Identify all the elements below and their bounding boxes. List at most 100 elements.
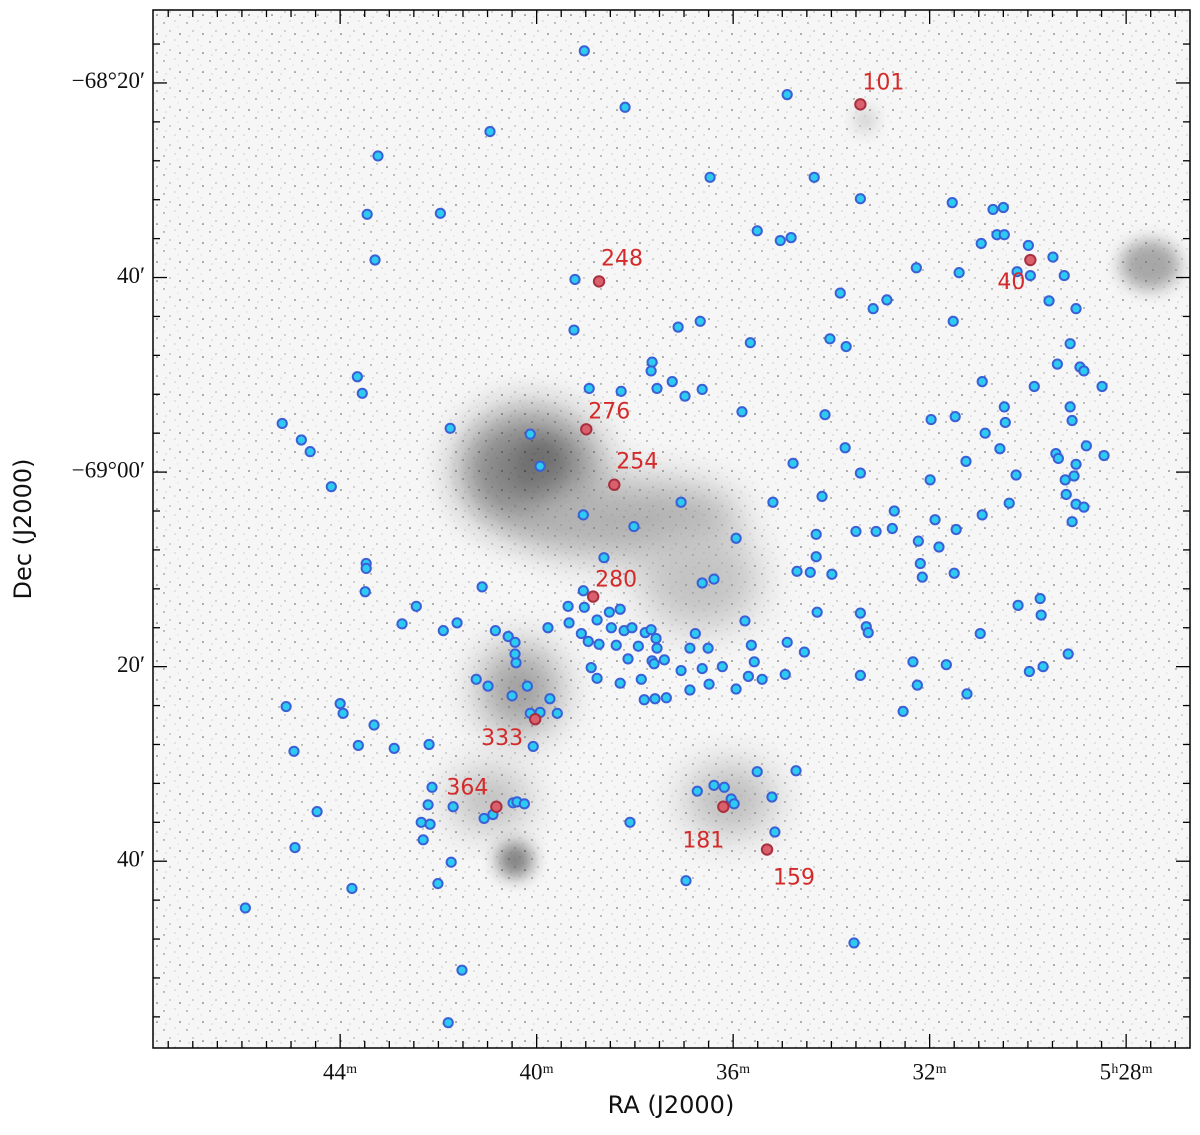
highlight-point: [608, 478, 621, 491]
cluster-point: [810, 551, 822, 563]
cluster-point: [834, 287, 846, 299]
cluster-point: [614, 603, 626, 615]
x-axis-label: RA (J2000): [608, 1091, 735, 1119]
cluster-point: [622, 653, 634, 665]
plot-frame: [152, 9, 1191, 1049]
cluster-point: [424, 818, 436, 830]
cluster-point: [1010, 469, 1022, 481]
highlight-point: [854, 98, 867, 111]
cluster-point: [372, 150, 384, 162]
cluster-point: [716, 661, 728, 673]
cluster-point: [886, 522, 898, 535]
cluster-point: [337, 707, 349, 719]
cluster-point: [684, 684, 696, 696]
cluster-point: [562, 600, 574, 612]
cluster-point: [626, 622, 638, 634]
cluster-point: [819, 409, 831, 421]
cluster-point: [624, 816, 636, 828]
cluster-point: [510, 657, 522, 669]
cluster-point: [542, 622, 554, 634]
cluster-point: [368, 719, 380, 731]
cluster-point: [694, 315, 706, 327]
cluster-point: [577, 509, 589, 521]
point-label: 159: [773, 866, 815, 891]
cluster-point: [361, 208, 373, 220]
cluster-point: [304, 446, 316, 458]
cluster-point: [651, 642, 663, 654]
cluster-point: [696, 662, 708, 675]
cluster-point: [521, 680, 533, 692]
cluster-point: [730, 532, 742, 544]
cluster-point: [442, 1017, 454, 1029]
cluster-point: [826, 568, 838, 580]
cluster-point: [781, 636, 793, 648]
cluster-point: [781, 89, 793, 101]
highlight-point: [580, 423, 593, 436]
cluster-point: [730, 683, 742, 695]
point-label: 40: [997, 270, 1025, 295]
cluster-point: [798, 646, 810, 658]
cluster-point: [1024, 269, 1036, 282]
cluster-point: [708, 779, 720, 791]
point-label: 280: [595, 568, 637, 593]
cluster-point: [751, 225, 763, 237]
cluster-point: [648, 658, 660, 670]
cluster-point: [651, 382, 663, 395]
cluster-point: [862, 627, 874, 639]
cluster-point: [544, 693, 556, 705]
cluster-point: [658, 654, 670, 666]
cluster-point: [524, 428, 536, 440]
cluster-point: [482, 680, 494, 692]
highlight-point: [528, 712, 542, 726]
cluster-point: [907, 656, 919, 668]
cluster-point: [1066, 516, 1078, 528]
cluster-point: [718, 781, 730, 793]
cluster-point: [415, 816, 427, 828]
cluster-point: [534, 460, 546, 472]
cluster-point: [946, 197, 958, 209]
cluster-point: [1062, 648, 1074, 660]
cluster-point: [615, 385, 627, 397]
cluster-point: [791, 565, 803, 577]
cluster-point: [1070, 303, 1082, 315]
cluster-point: [484, 126, 496, 138]
cluster-point: [346, 882, 358, 895]
cluster-point: [987, 203, 999, 216]
cluster-point: [1028, 380, 1040, 393]
cluster-point: [239, 902, 251, 914]
cluster-point: [728, 798, 740, 810]
highlight-point: [586, 590, 600, 603]
cluster-point: [1052, 452, 1064, 465]
cluster-point: [929, 514, 941, 526]
cluster-point: [675, 496, 687, 508]
cluster-point: [478, 812, 490, 825]
cluster-point: [1058, 269, 1070, 282]
x-tick-label: 36ᵐ: [716, 1059, 750, 1084]
cluster-point: [437, 625, 449, 637]
cluster-point: [774, 234, 786, 247]
cluster-point: [628, 520, 640, 533]
cluster-point: [563, 617, 575, 629]
cluster-point: [638, 694, 650, 706]
highlight-point: [1024, 253, 1037, 267]
cluster-point: [666, 376, 678, 388]
cluster-point: [924, 474, 936, 486]
cluster-point: [396, 618, 408, 630]
x-tick-label: 44ᵐ: [323, 1059, 357, 1084]
cluster-point: [933, 541, 945, 553]
cluster-point: [1003, 497, 1015, 509]
cluster-point: [850, 525, 862, 538]
cluster-point: [808, 171, 820, 183]
cluster-point: [696, 383, 708, 396]
cluster-point: [289, 841, 301, 854]
cluster-point: [840, 340, 852, 353]
cluster-point: [582, 635, 594, 647]
cluster-point: [790, 765, 802, 777]
cluster-point: [593, 638, 605, 650]
cluster-point: [1068, 470, 1080, 482]
point-label: 364: [446, 776, 488, 801]
cluster-point: [1037, 661, 1049, 673]
cluster-point: [1078, 365, 1090, 377]
cluster-point: [696, 577, 708, 589]
